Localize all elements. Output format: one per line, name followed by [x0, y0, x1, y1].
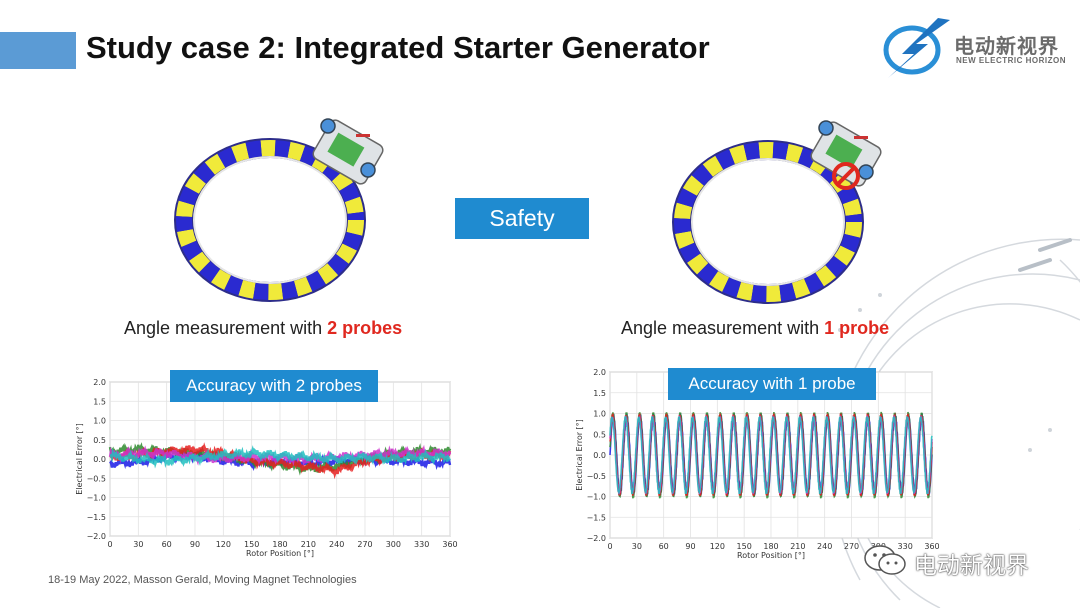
y-tick-label: −1.5	[87, 513, 106, 522]
y-tick-label: −2.0	[87, 532, 106, 541]
brand-logo: 电动新视界 NEW ELECTRIC HORIZON	[880, 14, 1070, 80]
y-tick-label: 0.5	[593, 430, 606, 439]
x-tick-label: 60	[162, 540, 172, 549]
x-tick-label: 90	[190, 540, 200, 549]
slide-title: Study case 2: Integrated Starter Generat…	[86, 30, 710, 65]
x-tick-label: 180	[272, 540, 287, 549]
x-tick-label: 360	[924, 542, 939, 551]
x-tick-label: 150	[244, 540, 259, 549]
prohibited-icon	[832, 162, 860, 190]
x-tick-label: 30	[133, 540, 143, 549]
accuracy-badge-one-probe: Accuracy with 1 probe	[668, 368, 876, 400]
logo-chinese-name: 电动新视界	[954, 34, 1059, 58]
probe-count-emphasis: 1 probe	[824, 318, 890, 338]
wechat-icon	[864, 545, 906, 575]
x-tick-label: 90	[685, 542, 695, 551]
x-tick-label: 210	[790, 542, 805, 551]
x-tick-label: 330	[898, 542, 913, 551]
y-tick-label: 2.0	[93, 378, 106, 387]
x-tick-label: 300	[386, 540, 401, 549]
x-tick-label: 0	[607, 542, 612, 551]
x-tick-label: 240	[817, 542, 832, 551]
series-line	[609, 416, 933, 496]
angle-text: Angle measurement with	[621, 318, 825, 338]
angle-measurement-two-probes: Angle measurement with 2 probes	[124, 318, 402, 339]
x-tick-label: 270	[357, 540, 372, 549]
accuracy-chart-two-probes: 0 30 60 90 120 150 180 210 240 270 300 330 360 −2.0 −1…	[75, 378, 458, 558]
y-tick-label: −0.5	[587, 472, 606, 481]
x-tick-label: 270	[844, 542, 859, 551]
x-axis-label: Rotor Position [°]	[737, 551, 805, 560]
x-tick-label: 120	[216, 540, 231, 549]
y-tick-label: −2.0	[587, 534, 606, 543]
y-axis-label: Electrical Error [°]	[575, 419, 584, 491]
x-tick-label: 180	[763, 542, 778, 551]
x-tick-label: 330	[414, 540, 429, 549]
y-tick-label: 2.0	[593, 368, 606, 377]
magnet-ring-one-probe	[672, 120, 882, 304]
watermark: 电动新视界	[862, 544, 1062, 579]
y-tick-label: 0.5	[93, 436, 106, 445]
y-tick-label: 1.0	[93, 417, 106, 426]
sensor-board-icon	[312, 118, 384, 185]
x-tick-label: 210	[301, 540, 316, 549]
magnet-ring-two-probes	[174, 118, 384, 302]
y-tick-label: −1.0	[87, 494, 106, 503]
x-tick-label: 60	[659, 542, 669, 551]
y-tick-label: 1.0	[593, 410, 606, 419]
x-axis-label: Rotor Position [°]	[246, 549, 314, 558]
lightning-globe-icon	[883, 18, 950, 78]
y-tick-label: −1.0	[587, 493, 606, 502]
x-tick-label: 240	[329, 540, 344, 549]
y-tick-label: 1.5	[93, 397, 106, 406]
logo-english-name: NEW ELECTRIC HORIZON	[956, 56, 1066, 65]
footer-citation: 18-19 May 2022, Masson Gerald, Moving Ma…	[48, 574, 357, 586]
y-tick-label: 0.0	[593, 451, 606, 460]
angle-text: Angle measurement with	[124, 318, 328, 338]
y-tick-label: 0.0	[93, 455, 106, 464]
y-axis-label: Electrical Error [°]	[75, 423, 84, 495]
x-tick-label: 0	[107, 540, 112, 549]
series-line	[109, 445, 452, 469]
y-tick-label: 1.5	[593, 389, 606, 398]
angle-measurement-one-probe: Angle measurement with 1 probe	[621, 318, 889, 339]
x-tick-label: 120	[710, 542, 725, 551]
y-tick-label: −0.5	[87, 474, 106, 483]
x-tick-label: 360	[442, 540, 457, 549]
title-accent-bar	[0, 32, 76, 69]
x-tick-label: 30	[632, 542, 642, 551]
x-tick-label: 150	[737, 542, 752, 551]
y-tick-label: −1.5	[587, 513, 606, 522]
accuracy-badge-two-probes: Accuracy with 2 probes	[170, 370, 378, 402]
probe-count-emphasis: 2 probes	[327, 318, 403, 338]
safety-label: Safety	[455, 198, 589, 239]
watermark-text: 电动新视界	[914, 553, 1029, 579]
